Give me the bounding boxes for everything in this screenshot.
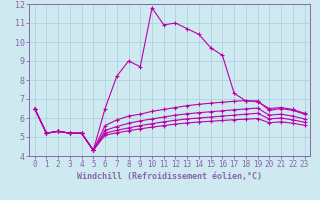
X-axis label: Windchill (Refroidissement éolien,°C): Windchill (Refroidissement éolien,°C) bbox=[77, 172, 262, 181]
